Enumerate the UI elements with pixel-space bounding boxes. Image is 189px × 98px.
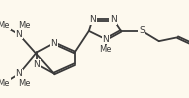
Text: Me: Me [18, 21, 31, 30]
Text: N: N [89, 15, 96, 24]
Text: N: N [102, 35, 109, 44]
Text: Me: Me [100, 45, 112, 54]
Text: N: N [15, 30, 22, 39]
Text: N: N [33, 60, 40, 69]
Text: Me: Me [0, 21, 10, 30]
Text: Me: Me [18, 79, 31, 88]
Text: N: N [50, 39, 57, 48]
Text: N: N [110, 15, 117, 24]
Text: Me: Me [0, 79, 10, 88]
Text: N: N [15, 69, 22, 78]
Text: S: S [139, 26, 145, 35]
